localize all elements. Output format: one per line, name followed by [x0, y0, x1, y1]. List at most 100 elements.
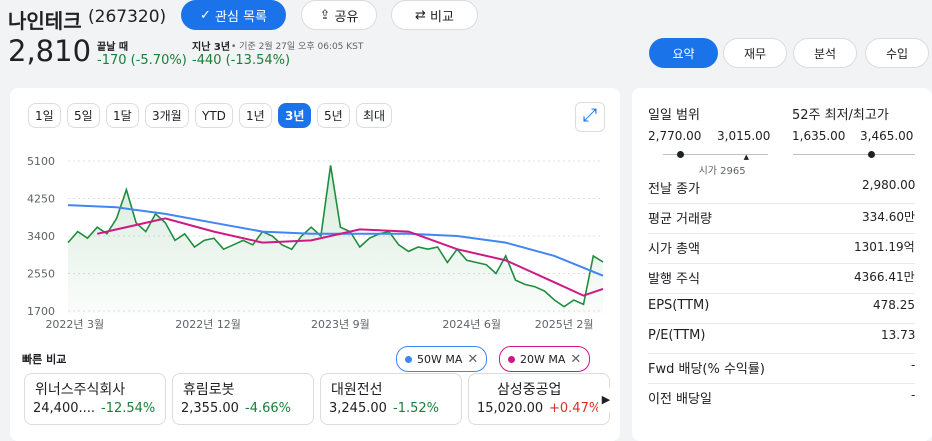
moving-average-line — [67, 204, 604, 277]
y-tick-label: 5100 — [27, 155, 55, 168]
expand-button[interactable]: ⤢ — [575, 102, 605, 132]
divider — [648, 383, 915, 384]
range-button[interactable]: 1년 — [239, 103, 272, 128]
divider — [648, 323, 915, 324]
stat-value: - — [911, 358, 916, 372]
stat-label: 전날 종가 — [648, 182, 700, 197]
share-button[interactable]: ⇪ 공유 — [301, 0, 377, 30]
range-bar — [663, 154, 768, 155]
legend-dot — [405, 355, 412, 363]
tab[interactable]: 수입 — [865, 38, 929, 68]
y-tick-label: 2550 — [27, 268, 55, 281]
stat-value: 2,980.00 — [862, 178, 916, 192]
stat-label: 52주 최저/최고가 — [792, 108, 889, 123]
x-tick-label: 2022년 3월 — [45, 318, 104, 331]
stat-label: 시가 총액 — [648, 242, 700, 257]
compare-card[interactable]: 대원전선 3,245.00 -1.52% — [320, 373, 462, 425]
label: 관심 목록 — [215, 9, 267, 25]
stat-value: 334.60만 — [862, 210, 916, 224]
tab[interactable]: 분석 — [793, 38, 857, 68]
label: 공유 — [334, 9, 359, 25]
price-line — [67, 165, 604, 308]
label: 비교 — [430, 9, 454, 25]
stat-label: Fwd 배당(% 수익률) — [648, 362, 765, 377]
compare-name: 대원전선 — [331, 382, 383, 398]
x-tick-label: 2025년 2월 — [535, 318, 594, 331]
moving-average-line — [96, 217, 604, 297]
stock-name: 나인테크 — [8, 9, 82, 33]
x-tick-label: 2024년 6월 — [442, 318, 501, 331]
range-button[interactable]: 5년 — [317, 103, 350, 128]
divider — [648, 263, 915, 264]
compare-price: 2,355.00 — [181, 401, 239, 416]
compare-price: 24,400.... — [33, 401, 96, 416]
stat-label: EPS(TTM) — [648, 298, 710, 313]
range-bar — [793, 154, 915, 155]
compare-title: 빠른 비교 — [22, 353, 67, 366]
stat-label: P/E(TTM) — [648, 328, 706, 343]
remove-icon[interactable]: ✕ — [570, 351, 582, 367]
compare-change: -12.54% — [101, 401, 156, 416]
compare-button[interactable]: ⇄ 비교 — [391, 0, 478, 30]
price: 2,810 — [8, 34, 92, 68]
range-button[interactable]: 3년 — [278, 103, 312, 128]
range-low: 1,635.00 — [792, 129, 846, 143]
stats-panel — [632, 88, 932, 441]
stat-value: 1301.19억 — [854, 240, 915, 254]
tab[interactable]: 요약 — [649, 38, 718, 68]
legend-item[interactable]: 50W MA ✕ — [396, 346, 488, 372]
stat-value: - — [911, 388, 916, 402]
range-high: 3,015.00 — [717, 129, 771, 143]
open-label: 시가 2965 — [698, 166, 746, 177]
stat-label: 일일 범위 — [648, 108, 700, 123]
range-button[interactable]: YTD — [195, 103, 233, 128]
stock-code: (267320) — [88, 7, 167, 27]
divider — [648, 203, 915, 204]
close-label: 끝날 때 — [97, 42, 129, 53]
range-button[interactable]: 최대 — [356, 103, 393, 128]
stat-label: 평균 거래량 — [648, 212, 712, 227]
legend-label: 20W MA — [520, 352, 566, 366]
divider — [648, 353, 915, 354]
y-tick-label: 4250 — [27, 193, 55, 206]
range-low: 2,770.00 — [648, 129, 702, 143]
tab[interactable]: 재무 — [723, 38, 787, 68]
change: -170 (-5.70%) — [97, 53, 187, 68]
remove-icon[interactable]: ✕ — [467, 351, 479, 367]
compare-price: 3,245.00 — [329, 401, 387, 416]
range-dot — [677, 151, 685, 158]
stat-value: 478.25 — [873, 298, 915, 312]
compare-change: -1.52% — [393, 401, 439, 416]
legend-label: 50W MA — [417, 352, 463, 366]
y-tick-label: 3400 — [27, 230, 55, 243]
stat-label: 이전 배당일 — [648, 392, 712, 407]
compare-change: +0.47% — [549, 401, 602, 416]
range-button[interactable]: 1일 — [28, 103, 61, 128]
compare-card[interactable]: 위너스주식회사 24,400.... -12.54% — [24, 373, 166, 425]
period-label: 지난 3년 — [192, 42, 231, 53]
stat-label: 발행 주식 — [648, 272, 700, 287]
compare-change: -4.66% — [245, 401, 291, 416]
range-high: 3,465.00 — [860, 129, 914, 143]
open-marker: ▲ — [743, 153, 749, 161]
compare-name: 위너스주식회사 — [35, 382, 126, 398]
range-button[interactable]: 1달 — [106, 103, 139, 128]
divider — [648, 233, 915, 234]
x-tick-label: 2022년 12월 — [175, 318, 241, 331]
divider — [648, 293, 915, 294]
compare-name: 휴림로봇 — [183, 382, 235, 398]
compare-card[interactable]: 휴림로봇 2,355.00 -4.66% — [172, 373, 314, 425]
range-button[interactable]: 5일 — [67, 103, 100, 128]
legend-dot — [508, 355, 515, 363]
compare-name: 삼성중공업 — [497, 382, 562, 398]
next-button[interactable]: ▶ — [598, 388, 614, 412]
stat-value: 4366.41만 — [854, 270, 915, 284]
y-tick-label: 1700 — [27, 305, 55, 318]
price-area — [68, 165, 603, 314]
legend-item[interactable]: 20W MA ✕ — [499, 346, 591, 372]
watchlist-button[interactable]: ✓ 관심 목록 — [181, 0, 286, 30]
range-button[interactable]: 3개월 — [145, 103, 189, 128]
compare-card[interactable]: 삼성중공업 15,020.00 +0.47% — [468, 373, 610, 425]
